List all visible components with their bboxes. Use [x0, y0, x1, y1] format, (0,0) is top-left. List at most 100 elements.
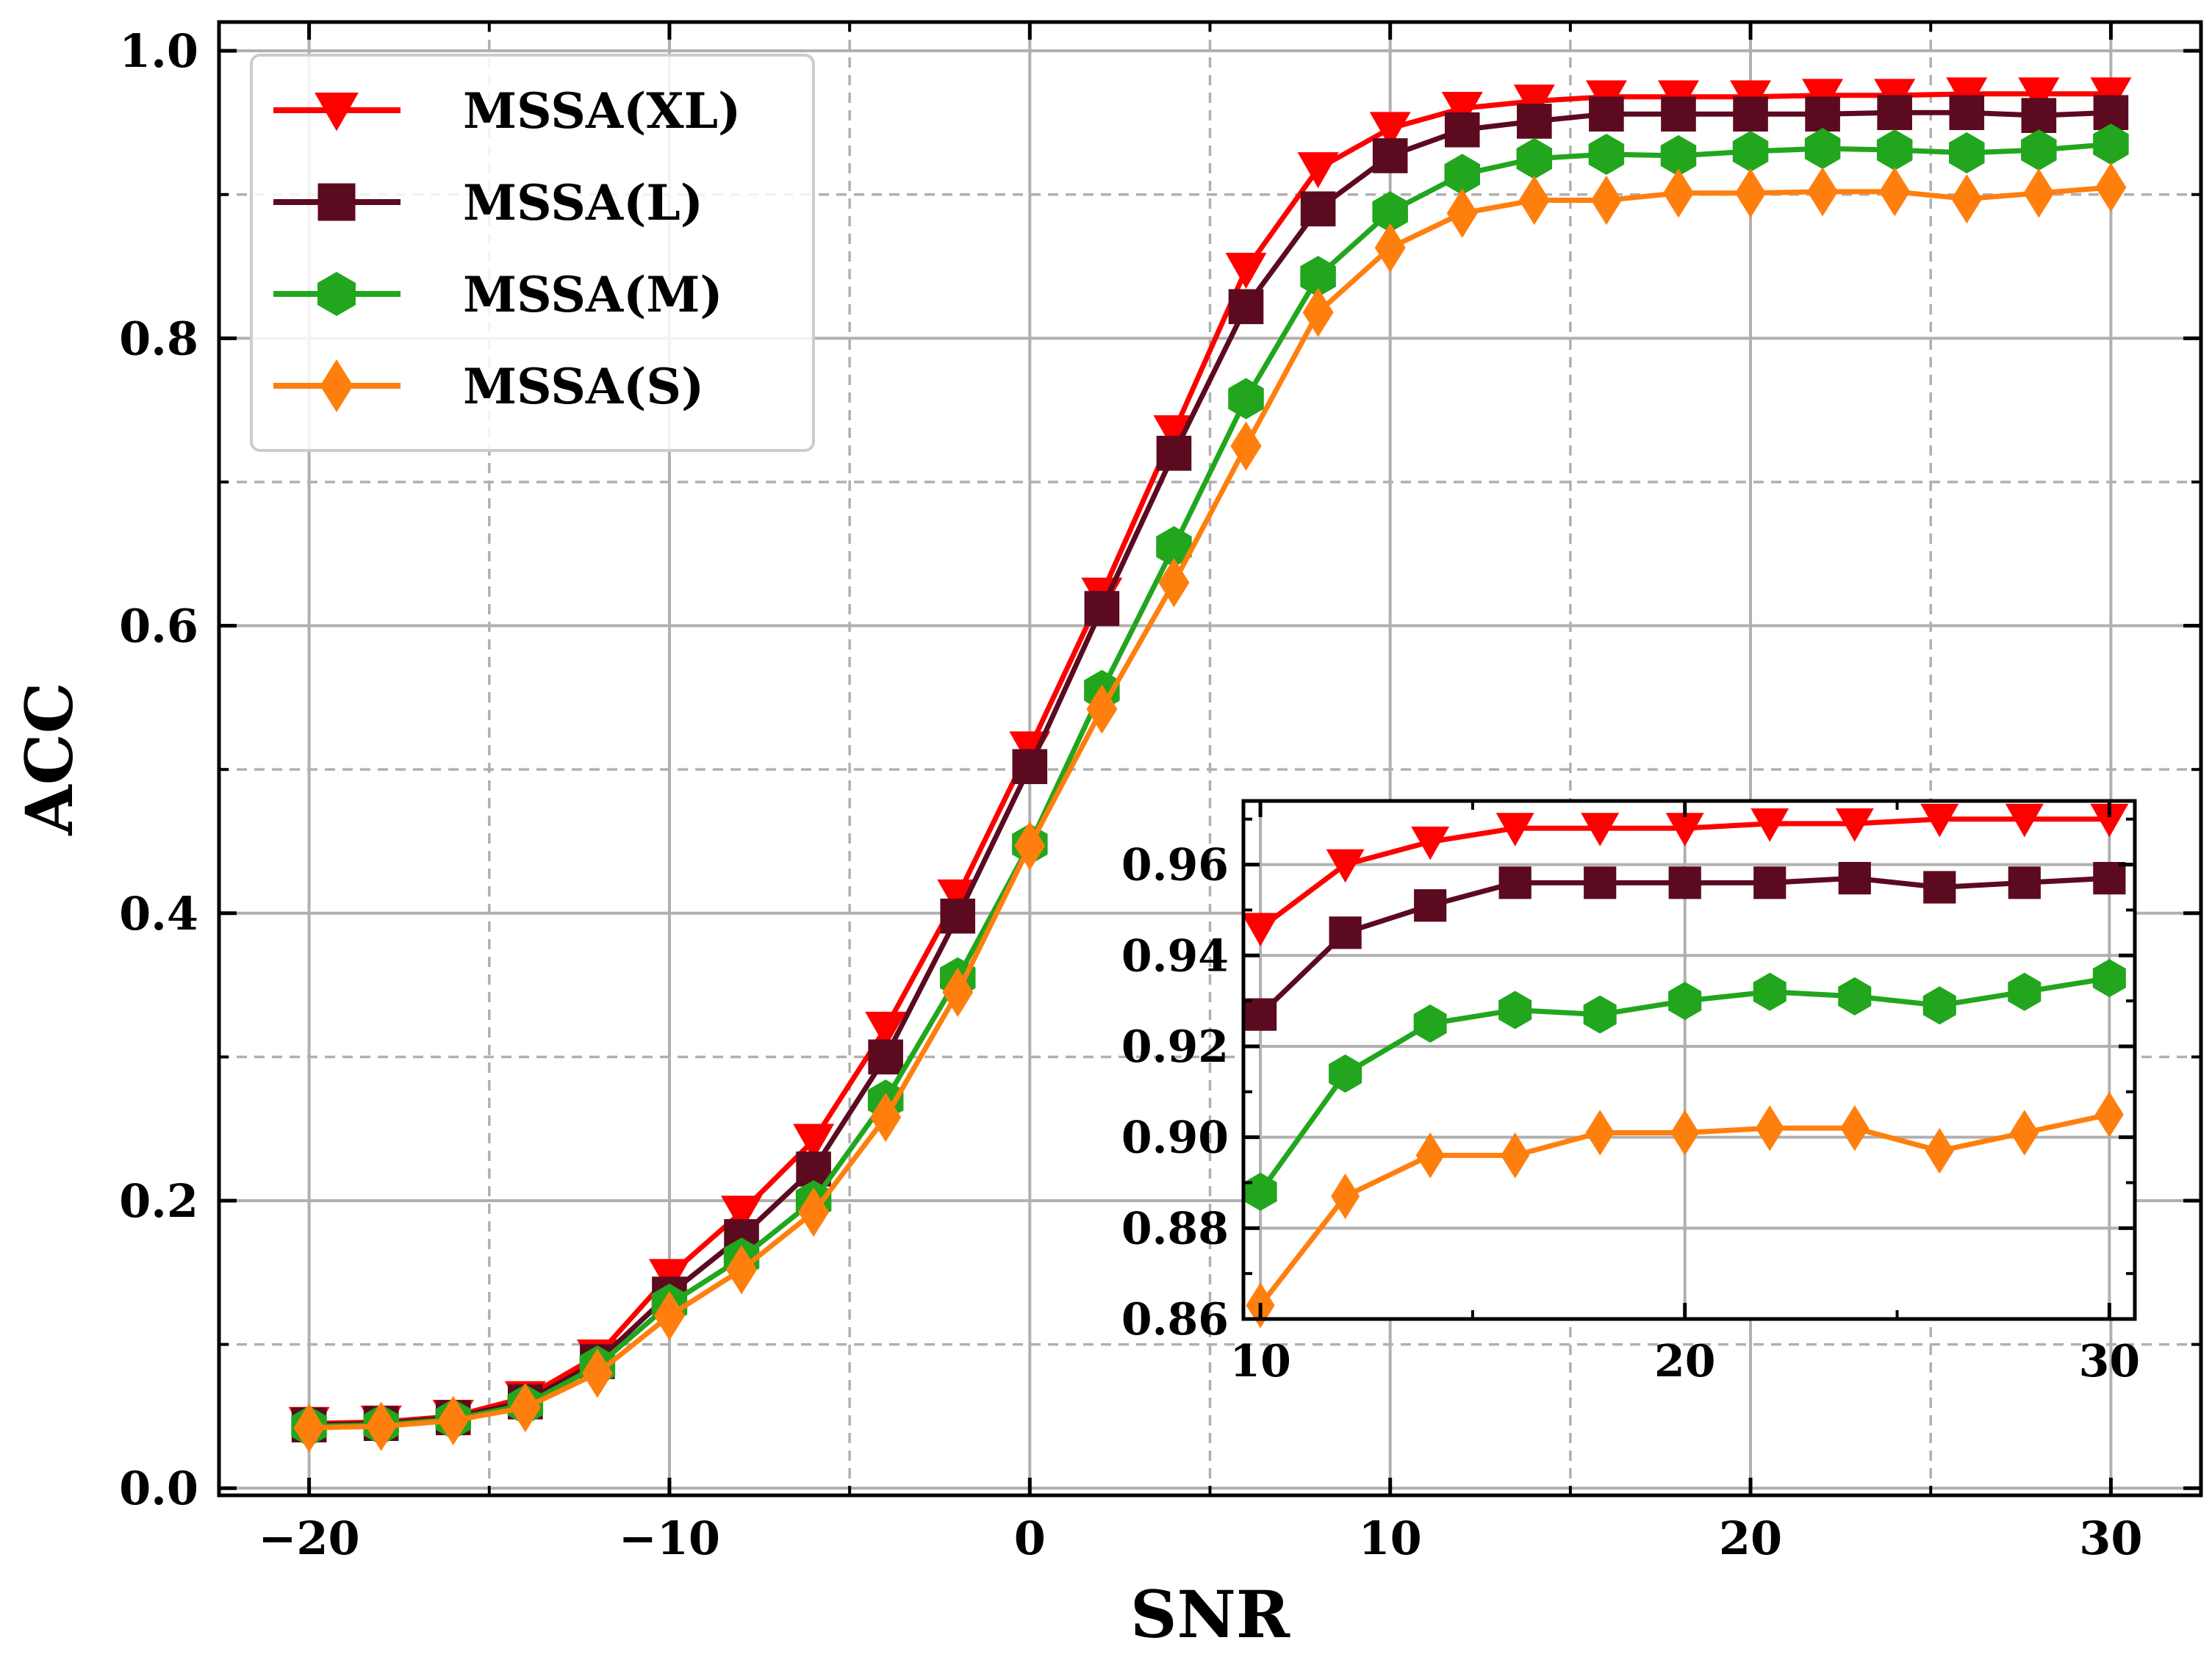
inset-data-point: [2093, 862, 2126, 895]
inset-data-point: [2010, 1110, 2039, 1156]
data-point: [1805, 96, 1840, 132]
data-point: [1518, 175, 1550, 226]
data-point: [1949, 95, 1985, 131]
data-point: [940, 898, 976, 934]
x-axis-title: SNR: [1130, 1576, 1290, 1653]
data-point: [509, 1383, 541, 1433]
inset-data-point: [1753, 866, 1787, 899]
data-point: [1516, 137, 1553, 179]
inset-x-tick-label: 20: [1654, 1336, 1716, 1387]
legend-label: MSSA(XL): [463, 82, 741, 140]
data-point: [1517, 104, 1552, 139]
data-point: [1084, 591, 1120, 626]
inset-data-point: [1583, 995, 1617, 1034]
data-point: [1153, 415, 1195, 452]
main-tick-labels: −20 −10 0 10 20 30 0.0 0.2 0.4 0.6 0.8 1.0: [119, 24, 2142, 1565]
x-tick-label: −20: [258, 1512, 359, 1565]
inset-data-point: [1329, 1054, 1362, 1093]
data-point: [1732, 131, 1769, 173]
main-grid: [219, 22, 2201, 1495]
inset-data-point: [1498, 866, 1531, 899]
inset-data-point: [1326, 849, 1365, 883]
legend-entry: MSSA(S): [273, 358, 704, 415]
inset-data-point: [1750, 808, 1789, 842]
data-point: [1588, 133, 1625, 175]
data-point: [726, 1245, 758, 1295]
legend-label: MSSA(L): [463, 174, 703, 231]
data-point: [1661, 96, 1696, 132]
legend-marker: [315, 93, 359, 132]
x-tick-label: −10: [619, 1512, 720, 1565]
x-tick-label: 10: [1359, 1512, 1422, 1565]
data-point: [1949, 132, 1985, 174]
inset-data-point: [1584, 866, 1617, 899]
inset-data-point: [1331, 1173, 1360, 1220]
inset-series-MSSA(XL): [1241, 803, 2129, 946]
inset-data-point: [2008, 972, 2042, 1011]
data-point: [1230, 421, 1262, 471]
data-point: [365, 1401, 397, 1451]
data-point: [793, 1124, 835, 1160]
data-point: [798, 1187, 830, 1237]
inset-data-point: [1840, 1105, 1870, 1151]
inset-series-MSSA(L): [1244, 862, 2126, 1031]
data-point: [653, 1290, 685, 1341]
inset-data-point: [1329, 916, 1362, 949]
inset-ticks: [1243, 801, 2135, 1321]
data-point: [1156, 436, 1192, 471]
data-point: [1951, 174, 1983, 224]
inset-series-MSSA(M): [1243, 959, 2126, 1211]
inset-x-tick-label: 10: [1229, 1336, 1291, 1387]
data-point: [721, 1196, 763, 1232]
data-point: [1302, 287, 1334, 337]
data-point: [2023, 168, 2055, 218]
inset-data-point: [1925, 1127, 1954, 1174]
data-point: [1156, 525, 1192, 567]
y-tick-label: 0.4: [119, 887, 198, 941]
legend-entry: MSSA(M): [273, 266, 723, 323]
inset-data-point: [1753, 972, 1787, 1011]
data-point: [1158, 558, 1190, 608]
data-point: [1662, 168, 1694, 218]
data-point: [870, 1092, 902, 1143]
legend: MSSA(XL) MSSA(L) MSSA(M) MSSA(S): [250, 54, 815, 452]
data-point: [1369, 112, 1411, 148]
data-point: [1804, 128, 1841, 170]
inset-data-point: [1501, 1132, 1530, 1179]
inset-data-point: [1415, 1132, 1445, 1179]
inset-data-point: [1665, 813, 1704, 847]
y-tick-label: 0.6: [119, 600, 198, 653]
data-point: [1228, 378, 1264, 420]
legend-marker: [317, 272, 356, 316]
inset-data-point: [1923, 871, 1956, 904]
data-point: [1444, 154, 1481, 195]
data-point: [1014, 821, 1046, 871]
legend-entry: MSSA(L): [273, 174, 703, 231]
data-point: [437, 1395, 469, 1445]
data-point: [1660, 134, 1697, 176]
inset-data-point: [1668, 866, 1701, 899]
data-point: [1879, 167, 1911, 217]
data-point: [1590, 175, 1622, 226]
inset-data-point: [1838, 862, 1871, 895]
data-point: [942, 967, 974, 1017]
legend-marker: [317, 183, 356, 221]
data-point: [2021, 129, 2057, 171]
inset-data-point: [2090, 803, 2129, 838]
inset-data-point: [2092, 959, 2126, 998]
y-tick-label: 1.0: [119, 24, 198, 78]
data-point: [1372, 138, 1408, 173]
y-tick-label: 0.8: [119, 312, 198, 365]
data-point: [1012, 749, 1048, 785]
inset-data-point: [1241, 913, 1280, 946]
inset-tick-labels: 10 20 30 0.86 0.88 0.90 0.92 0.94 0.96: [1121, 840, 2140, 1387]
inset-data-point: [1755, 1105, 1784, 1151]
legend-label: MSSA(S): [463, 358, 704, 415]
legend-marker: [320, 359, 353, 412]
inset-data-point: [1585, 1110, 1615, 1156]
data-point: [1441, 91, 1483, 128]
inset-data-point: [1244, 998, 1277, 1031]
data-point: [2018, 77, 2060, 114]
data-point: [1733, 96, 1768, 132]
